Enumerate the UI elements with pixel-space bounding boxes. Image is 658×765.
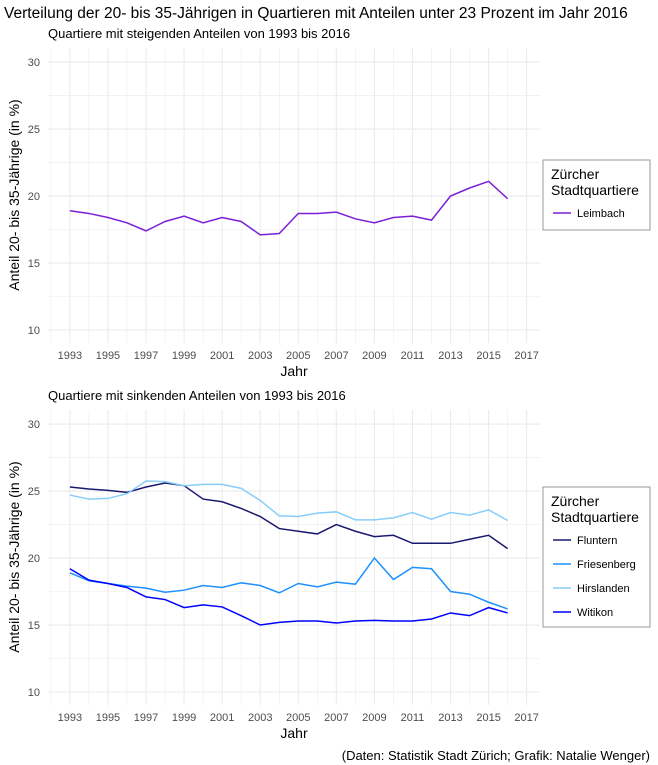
- x-tick-label: 2011: [401, 712, 425, 724]
- series-line-fluntern: [69, 482, 509, 550]
- y-tick-label: 15: [28, 620, 40, 632]
- y-tick-label: 25: [28, 486, 40, 498]
- x-tick-label: 2015: [476, 350, 500, 362]
- x-tick-label: 2011: [401, 350, 425, 362]
- legend-title: Stadtquartiere: [551, 182, 639, 198]
- x-tick-label: 2015: [476, 712, 500, 724]
- chart-title: Verteilung der 20- bis 35-Jährigen in Qu…: [4, 5, 628, 22]
- x-tick-label: 1995: [96, 712, 120, 724]
- x-tick-label: 1993: [58, 712, 82, 724]
- y-axis-label: Anteil 20- bis 35-Jährige (in %): [6, 461, 22, 652]
- x-axis-label: Jahr: [280, 725, 308, 741]
- x-tick-label: 2013: [438, 350, 462, 362]
- x-tick-label: 2009: [362, 712, 386, 724]
- panel-1: Quartiere mit steigenden Anteilen von 19…: [6, 26, 651, 379]
- x-tick-label: 2005: [286, 350, 310, 362]
- y-tick-label: 15: [28, 258, 40, 270]
- panel-subtitle: Quartiere mit sinkenden Anteilen von 199…: [48, 388, 346, 403]
- y-tick-label: 10: [28, 325, 40, 337]
- legend-label: Hirslanden: [577, 583, 630, 595]
- x-tick-label: 1997: [134, 712, 158, 724]
- x-tick-label: 1995: [96, 350, 120, 362]
- y-tick-label: 30: [28, 419, 40, 431]
- series-line-hirslanden: [69, 480, 509, 522]
- x-tick-label: 2007: [324, 350, 348, 362]
- x-tick-label: 2013: [438, 712, 462, 724]
- legend-title: Zürcher: [551, 166, 600, 182]
- x-tick-label: 1993: [58, 350, 82, 362]
- legend-label: Leimbach: [577, 208, 625, 220]
- x-tick-label: 2001: [210, 712, 234, 724]
- legend-title: Stadtquartiere: [551, 509, 639, 525]
- x-tick-label: 1999: [172, 712, 196, 724]
- x-tick-label: 1999: [172, 350, 196, 362]
- y-tick-label: 25: [28, 124, 40, 136]
- x-tick-label: 2007: [324, 712, 348, 724]
- x-tick-label: 2003: [248, 712, 272, 724]
- legend-label: Friesenberg: [577, 559, 636, 571]
- y-tick-label: 30: [28, 57, 40, 69]
- x-tick-label: 2017: [514, 712, 538, 724]
- x-tick-label: 2005: [286, 712, 310, 724]
- y-tick-label: 20: [28, 191, 40, 203]
- legend-title: Zürcher: [551, 493, 600, 509]
- legend-box: [542, 486, 651, 628]
- x-tick-label: 1997: [134, 350, 158, 362]
- y-tick-label: 10: [28, 687, 40, 699]
- series-line-friesenberg: [69, 556, 508, 610]
- x-axis-label: Jahr: [280, 363, 308, 379]
- legend-label: Witikon: [577, 607, 613, 619]
- caption: (Daten: Statistik Stadt Zürich; Grafik: …: [342, 748, 650, 763]
- x-tick-label: 2017: [514, 350, 538, 362]
- panel-subtitle: Quartiere mit steigenden Anteilen von 19…: [48, 26, 350, 41]
- x-tick-label: 2003: [248, 350, 272, 362]
- legend-label: Fluntern: [577, 535, 617, 547]
- panel-2: Quartiere mit sinkenden Anteilen von 199…: [6, 388, 651, 741]
- legend-box: [542, 159, 651, 231]
- y-axis-label: Anteil 20- bis 35-Jährige (in %): [6, 99, 22, 290]
- x-tick-label: 2001: [210, 350, 234, 362]
- x-tick-label: 2009: [362, 350, 386, 362]
- series-line-leimbach: [69, 180, 509, 236]
- series-line-witikon: [69, 568, 508, 626]
- y-tick-label: 20: [28, 553, 40, 565]
